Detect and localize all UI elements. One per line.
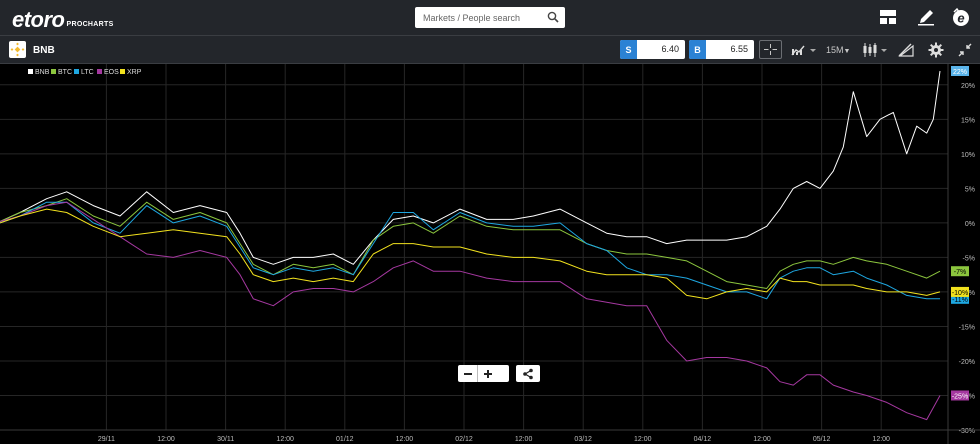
x-tick-label: 12:00 xyxy=(515,436,533,443)
y-tick-label: 5% xyxy=(965,186,975,193)
last-value-badge xyxy=(951,293,969,304)
y-tick-label: 10% xyxy=(961,152,975,159)
legend-label: LTC xyxy=(81,69,94,76)
etoro-logo[interactable]: etoro PROCHARTS xyxy=(12,7,114,33)
search-input[interactable] xyxy=(415,7,539,28)
buy-tag: B xyxy=(689,40,706,59)
y-tick-label: 0% xyxy=(965,221,975,228)
y-tick-label: -20% xyxy=(959,359,975,366)
y-tick-label: -5% xyxy=(963,255,975,262)
logo-text: etoro xyxy=(12,7,65,32)
zoom-out-button[interactable] xyxy=(458,365,477,382)
legend-swatch xyxy=(120,69,125,74)
last-value-label-bnb: 22% xyxy=(953,69,967,76)
crosshair-button[interactable] xyxy=(759,40,782,59)
series-line-xrp xyxy=(0,208,941,300)
chart-area[interactable]: 20% 15% 10% 5% 0% -5% -10% -15% -20% -25% -30% 29/1… xyxy=(0,64,980,444)
last-value-label-xrp: -10% xyxy=(952,290,968,297)
gear-icon[interactable] xyxy=(928,42,944,58)
legend-label: BNB xyxy=(35,69,50,76)
last-value-label-btc: -7% xyxy=(954,269,966,276)
timeframe-selector[interactable]: 15M▼ xyxy=(826,45,850,55)
candles-icon[interactable] xyxy=(862,42,888,58)
series-line-eos xyxy=(0,201,941,421)
last-value-badge xyxy=(951,390,969,401)
y-tick-label: 20% xyxy=(961,83,975,90)
svg-text:e: e xyxy=(957,11,964,26)
last-value-label-ltc: -11% xyxy=(952,297,968,304)
legend-item-bnb[interactable]: BNB xyxy=(28,69,50,76)
y-tick-label: -30% xyxy=(959,428,975,435)
legend-swatch xyxy=(28,69,33,74)
x-tick-label: 12:00 xyxy=(157,436,175,443)
x-tick-label: 04/12 xyxy=(694,436,712,443)
last-value-badge xyxy=(951,66,969,76)
last-value-badge xyxy=(951,286,969,297)
x-tick-label: 12:00 xyxy=(276,436,294,443)
chart-toolbar xyxy=(0,36,980,64)
legend-item-btc[interactable]: BTC xyxy=(51,69,72,76)
symbol-name: BNB xyxy=(33,45,55,56)
buy-price: 6.55 xyxy=(730,44,748,54)
pencil-icon[interactable] xyxy=(917,8,935,26)
zoom-controls xyxy=(458,365,509,382)
logo-subtitle: PROCHARTS xyxy=(66,21,114,28)
x-tick-label: 29/11 xyxy=(98,436,115,443)
last-value-badge xyxy=(951,266,969,277)
search-box[interactable] xyxy=(415,7,565,28)
legend-label: XRP xyxy=(127,69,142,76)
share-icon xyxy=(523,368,533,379)
collapse-icon[interactable] xyxy=(958,43,972,57)
x-tick-label: 12:00 xyxy=(396,436,414,443)
legend-swatch xyxy=(74,69,79,74)
x-tick-label: 03/12 xyxy=(574,436,592,443)
series-line-ltc xyxy=(0,201,940,300)
legend-swatch xyxy=(51,69,56,74)
zoom-divider xyxy=(477,365,478,382)
last-value-label-eos: -25% xyxy=(952,393,968,400)
crosshair-icon xyxy=(764,44,777,55)
timeframe-value: 15M xyxy=(826,45,844,55)
x-tick-label: 12:00 xyxy=(872,436,890,443)
legend-item-eos[interactable]: EOS xyxy=(97,69,119,76)
minus-icon xyxy=(463,372,472,375)
y-tick-label: -15% xyxy=(959,324,975,331)
x-tick-label: 05/12 xyxy=(813,436,831,443)
search-icon[interactable] xyxy=(547,11,559,23)
series-line-bnb xyxy=(0,70,941,265)
legend-label: EOS xyxy=(104,69,119,76)
y-tick-label: 15% xyxy=(961,117,975,124)
bnb-logo-icon xyxy=(9,41,26,58)
plus-icon xyxy=(483,369,492,378)
sell-tag: S xyxy=(620,40,637,59)
legend-item-xrp[interactable]: XRP xyxy=(120,69,142,76)
series-line-btc xyxy=(0,198,941,289)
buy-button[interactable]: B 6.55 xyxy=(689,40,754,59)
chevron-down-icon: ▼ xyxy=(843,48,851,55)
layout-icon[interactable] xyxy=(879,8,897,26)
sell-price: 6.40 xyxy=(661,44,679,54)
legend-swatch xyxy=(97,69,102,74)
x-tick-label: 02/12 xyxy=(455,436,473,443)
legend-item-ltc[interactable]: LTC xyxy=(74,69,94,76)
x-tick-label: 01/12 xyxy=(336,436,354,443)
etoro-e-icon[interactable]: e xyxy=(951,7,971,27)
zoom-in-button[interactable] xyxy=(478,365,497,382)
share-button[interactable] xyxy=(516,365,540,382)
sell-button[interactable]: S 6.40 xyxy=(620,40,685,59)
top-bar: etoro PROCHARTS e xyxy=(0,0,980,36)
legend-label: BTC xyxy=(58,69,72,76)
x-tick-label: 12:00 xyxy=(634,436,652,443)
compare-icon[interactable] xyxy=(791,43,817,57)
indicator-icon[interactable] xyxy=(898,43,914,57)
x-tick-label: 12:00 xyxy=(753,436,771,443)
x-tick-label: 30/11 xyxy=(217,436,234,443)
